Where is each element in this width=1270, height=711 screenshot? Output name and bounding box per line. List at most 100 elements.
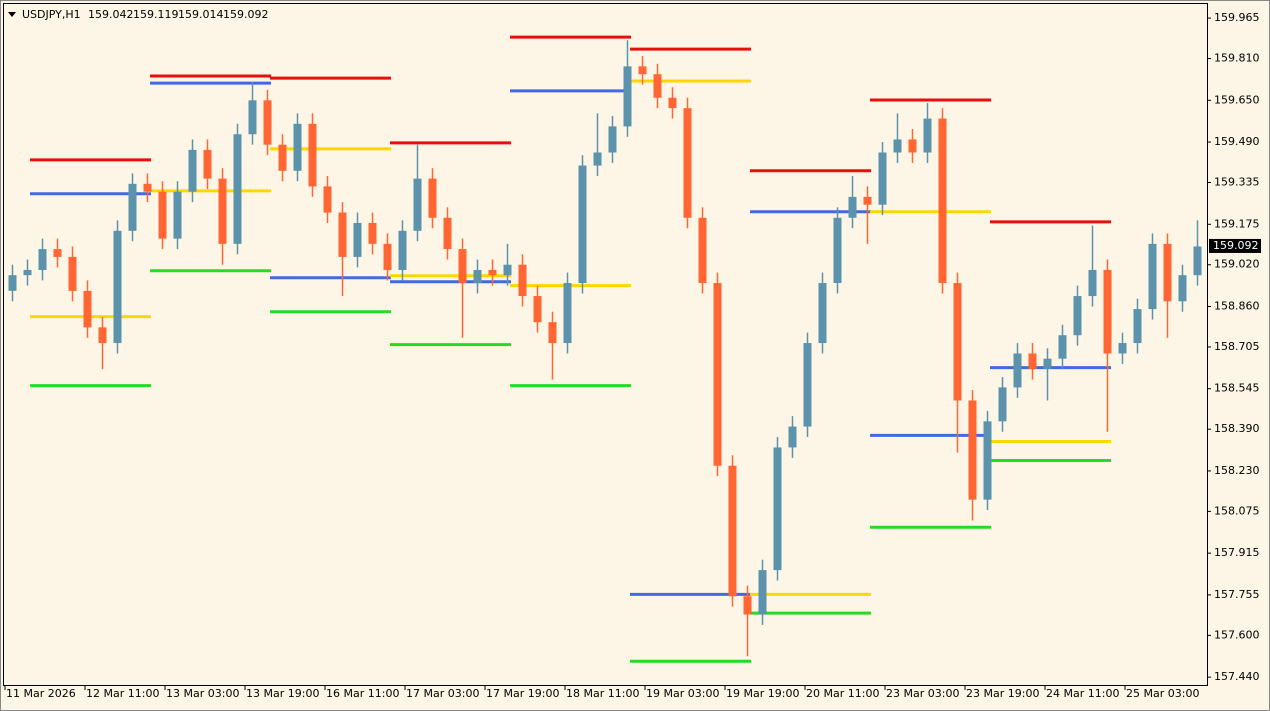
x-tick-label: 23 Mar 03:00 — [886, 687, 959, 700]
candle-body — [8, 275, 17, 291]
candle-body — [203, 149, 212, 179]
candle-body — [1028, 353, 1037, 370]
x-tick-label: 12 Mar 11:00 — [86, 687, 159, 700]
candle-body — [773, 447, 782, 571]
x-tick-label: 11 Mar 2026 — [6, 687, 76, 700]
candle-body — [1148, 243, 1157, 310]
candle-body — [968, 400, 977, 500]
chart-title: USDJPY,H1 — [22, 8, 81, 21]
candle-body — [923, 118, 932, 153]
candle-body — [1043, 358, 1052, 370]
candle-body — [488, 269, 497, 276]
candle-body — [1013, 353, 1022, 388]
y-tick-label: 158.075 — [1214, 504, 1260, 517]
y-tick-label: 157.915 — [1214, 546, 1260, 559]
candle-body — [158, 191, 167, 239]
candle-body — [578, 165, 587, 284]
candle-body — [653, 74, 662, 98]
candle-body — [353, 222, 362, 257]
candle-body — [848, 196, 857, 218]
y-tick-label: 157.440 — [1214, 670, 1260, 683]
candle-body — [1103, 269, 1112, 354]
candle-body — [668, 97, 677, 109]
x-tick-label: 13 Mar 19:00 — [246, 687, 319, 700]
x-tick-label: 16 Mar 11:00 — [326, 687, 399, 700]
x-tick-label: 18 Mar 11:00 — [566, 687, 639, 700]
candle-body — [23, 269, 32, 276]
candle-body — [1058, 335, 1067, 359]
candle-body — [53, 249, 62, 257]
candle-body — [1118, 343, 1127, 354]
candle-body — [593, 152, 602, 166]
candle-body — [383, 243, 392, 270]
candle-body — [608, 126, 617, 153]
candle-body — [728, 465, 737, 597]
plot-frame — [3, 3, 1208, 686]
candle-body — [443, 217, 452, 250]
y-tick-label: 159.490 — [1214, 135, 1260, 148]
candle-body — [413, 178, 422, 231]
quote-close: 159.092 — [223, 8, 269, 21]
y-tick-label: 158.390 — [1214, 422, 1260, 435]
price-label: 159.092 — [1213, 239, 1259, 252]
candle-body — [1073, 296, 1082, 336]
candle-body — [533, 296, 542, 323]
candle-body — [128, 183, 137, 231]
candle-body — [293, 123, 302, 171]
x-tick-label: 25 Mar 03:00 — [1126, 687, 1199, 700]
candle-body — [398, 230, 407, 270]
candle-body — [998, 387, 1007, 422]
y-tick-label: 158.705 — [1214, 340, 1260, 353]
candle-body — [173, 191, 182, 239]
candle-body — [113, 230, 122, 344]
candle-body — [38, 249, 47, 270]
candle-body — [338, 212, 347, 257]
candle-body — [1163, 243, 1172, 302]
candle-body — [953, 283, 962, 401]
candle-body — [758, 570, 767, 615]
candle-body — [503, 264, 512, 276]
candle-body — [143, 183, 152, 192]
candle-body — [368, 222, 377, 244]
candle-body — [548, 322, 557, 344]
quote-low: 159.014 — [178, 8, 224, 21]
candle-body — [98, 327, 107, 344]
candle-body — [938, 118, 947, 284]
candle-body — [983, 421, 992, 500]
candle-body — [218, 178, 227, 244]
x-tick-label: 19 Mar 19:00 — [726, 687, 799, 700]
candle-body — [278, 144, 287, 171]
y-tick-label: 159.335 — [1214, 176, 1260, 189]
candle-body — [188, 149, 197, 192]
candle-body — [1133, 309, 1142, 344]
candle-body — [428, 178, 437, 218]
quote-high: 159.119 — [133, 8, 179, 21]
candle-body — [683, 108, 692, 218]
y-tick-label: 157.755 — [1214, 588, 1260, 601]
x-tick-label: 17 Mar 03:00 — [406, 687, 479, 700]
y-tick-label: 159.650 — [1214, 93, 1260, 106]
candle-body — [83, 290, 92, 328]
candle-body — [323, 186, 332, 213]
candle-body — [458, 249, 467, 284]
candle-body — [1193, 246, 1202, 276]
y-tick-label: 158.545 — [1214, 382, 1260, 395]
candle-body — [1088, 269, 1097, 297]
candle-body — [68, 256, 77, 291]
x-tick-label: 17 Mar 19:00 — [486, 687, 559, 700]
candle-body — [893, 139, 902, 153]
candle-body — [863, 196, 872, 205]
x-tick-label: 23 Mar 19:00 — [966, 687, 1039, 700]
candle-body — [818, 283, 827, 344]
x-tick-label: 24 Mar 11:00 — [1046, 687, 1119, 700]
candle-body — [743, 596, 752, 615]
candle-body — [803, 343, 812, 427]
candle-body — [308, 123, 317, 187]
y-tick-label: 159.020 — [1214, 258, 1260, 271]
menu-arrow[interactable] — [8, 12, 16, 17]
x-tick-label: 19 Mar 03:00 — [646, 687, 719, 700]
y-tick-label: 158.860 — [1214, 300, 1260, 313]
